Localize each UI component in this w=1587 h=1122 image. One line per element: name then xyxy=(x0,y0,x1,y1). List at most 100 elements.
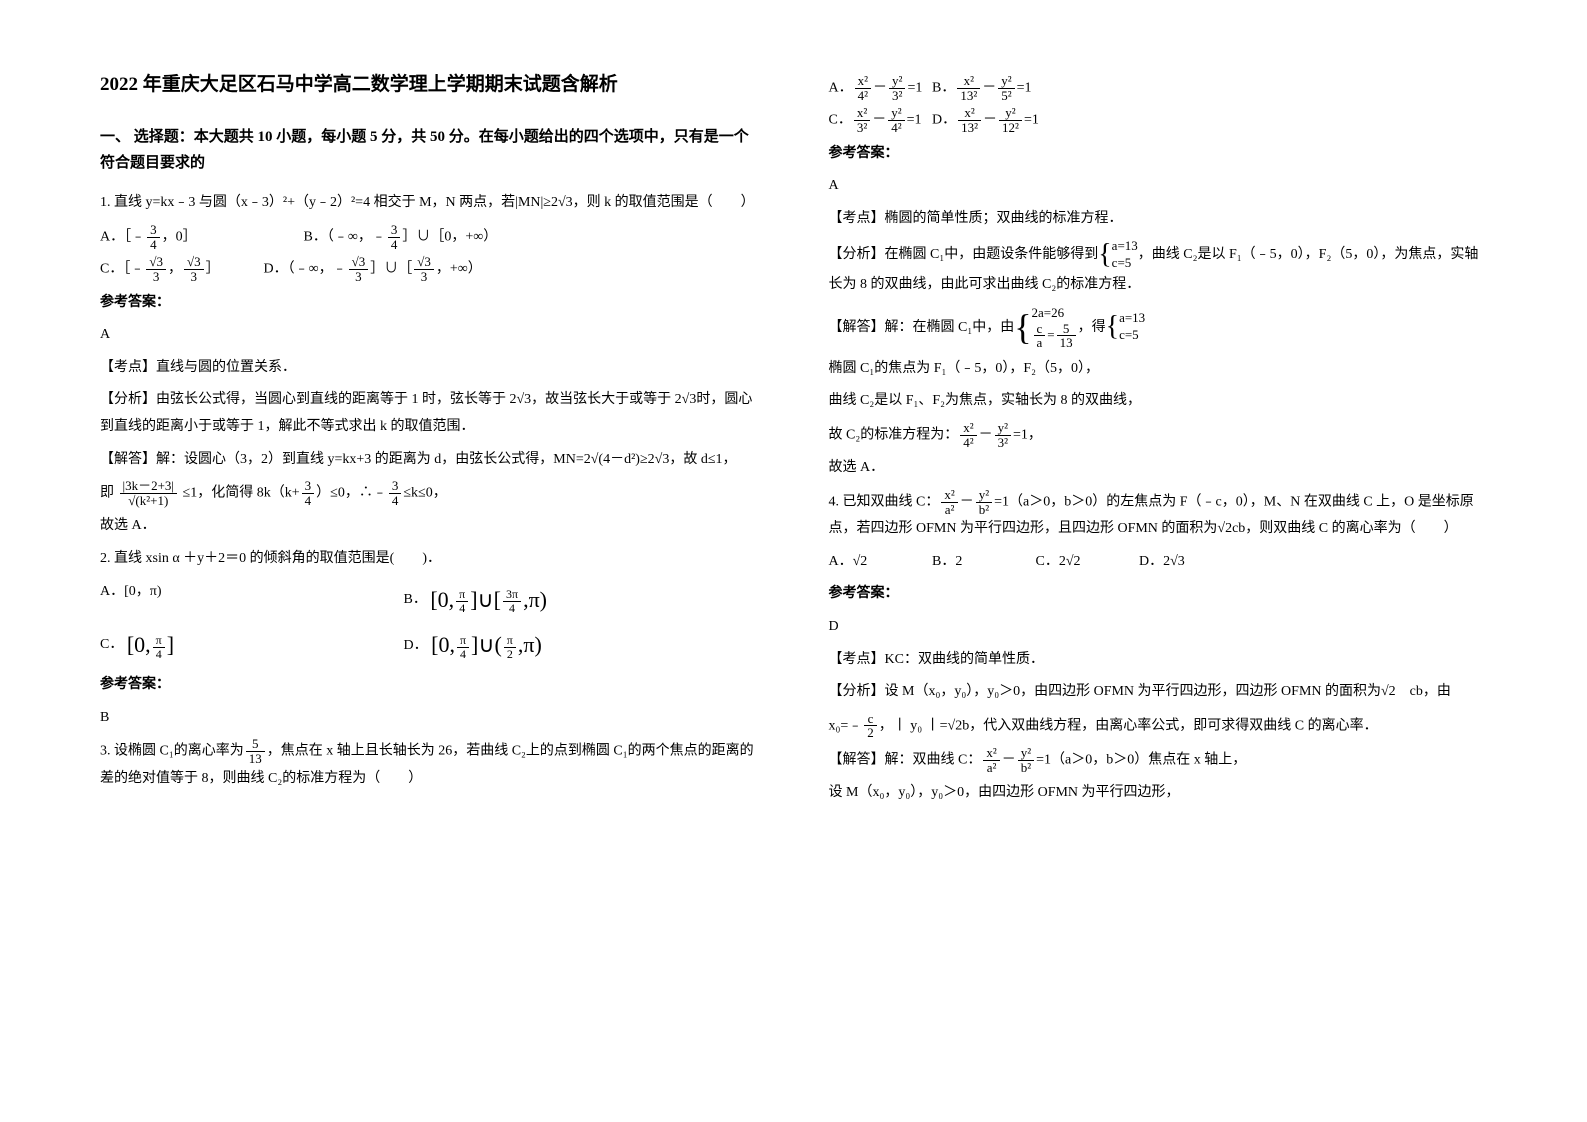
q3-a-n2: y² xyxy=(889,74,905,89)
q1-c-n1: √3 xyxy=(146,255,166,270)
q3-analysis: 【分析】在椭圆 C₁中，由题设条件能够得到{a=13c=5，曲线 C₂是以 F₁… xyxy=(829,238,1488,298)
q3-d-d1: 13² xyxy=(958,121,981,135)
q4-d2: b² xyxy=(976,503,992,517)
q3-c-pre: C． xyxy=(829,113,852,128)
q1-b-num: 3 xyxy=(388,223,401,238)
q3-b-d1: 13² xyxy=(957,89,980,103)
q4-sol2-post: =1（a＞0，b＞0）焦点在 x 轴上， xyxy=(1036,752,1246,767)
q4-solution-2: 【解答】解：双曲线 C：x²a²－y²b²=1（a＞0，b＞0）焦点在 x 轴上… xyxy=(829,746,1488,774)
q3-ana-pre: 【分析】在椭圆 C₁中，由题设条件能够得到 xyxy=(829,247,1099,262)
q1-a-post: ，0］ xyxy=(162,229,197,244)
q3-ana-l1: a=13 xyxy=(1112,238,1138,253)
q4-solution-3: 设 M（x₀，y₀），y₀＞0，由四边形 OFMN 为平行四边形， xyxy=(829,780,1488,807)
q1-a-num: 3 xyxy=(147,223,160,238)
q1-c-d2: 3 xyxy=(184,270,204,284)
q2-stem: 2. 直线 xsin α ＋y＋2＝0 的倾斜角的取值范围是( )． xyxy=(100,546,759,573)
q3-b-d2: 5² xyxy=(998,89,1014,103)
q1-sol2-post: ）≤0，∴﹣ xyxy=(316,485,387,500)
q3-d-d2: 12² xyxy=(999,121,1022,135)
q1-d-pre: D．（﹣∞，﹣ xyxy=(264,262,347,277)
q3-d-n2: y² xyxy=(999,106,1022,121)
q1-b-post: ］∪［0，+∞） xyxy=(402,229,497,244)
q3-d-post: =1 xyxy=(1024,113,1039,128)
q3-c-n2: y² xyxy=(888,106,904,121)
q3-option-c: C．x²3²－y²4²=1 xyxy=(829,106,929,134)
q1-sol2-f2d: 4 xyxy=(302,494,315,508)
q2-option-a: A．[0，π) xyxy=(100,579,400,606)
q1-a-den: 4 xyxy=(147,238,160,252)
q1-kaodian: 【考点】直线与圆的位置关系． xyxy=(100,355,759,382)
q3-d-pre: D． xyxy=(932,113,956,128)
q4-solution-1: x₀=﹣c2，丨 y₀ 丨=√2b，代入双曲线方程，由离心率公式，即可求得双曲线… xyxy=(829,712,1488,740)
q1-c-n2: √3 xyxy=(184,255,204,270)
q2-row1: A．[0，π) B． [0,π4]∪[3π4,π) xyxy=(100,579,759,621)
q3-sol-pre: 【解答】解：在椭圆 C₁中，由 xyxy=(829,320,1015,335)
q1-sol2-f3d: 4 xyxy=(389,494,402,508)
q4-sol2-d1: a² xyxy=(983,761,999,775)
q3-solution-5: 故选 A． xyxy=(829,455,1488,482)
section-1-heading: 一、 选择题：本大题共 10 小题，每小题 5 分，共 50 分。在每小题给出的… xyxy=(100,125,759,176)
q3-d: 13 xyxy=(246,752,265,766)
q3-b-pre: B． xyxy=(932,80,955,95)
q4-sol1-d: 2 xyxy=(864,726,877,740)
q3-n: 5 xyxy=(246,737,265,752)
q3-solution-4: 故 C₂的标准方程为：x²4²－y²3²=1， xyxy=(829,421,1488,449)
q3-c-n1: x² xyxy=(854,106,870,121)
q2-row2: C． [0,π4] D． [0,π4]∪(π2,π) xyxy=(100,624,759,666)
q1-sol2-end: ≤k≤0， xyxy=(403,485,446,500)
q1-sol2-f2n: 3 xyxy=(302,479,315,494)
q3-sol4-pre: 故 C₂的标准方程为： xyxy=(829,427,959,442)
q1-stem: 1. 直线 y=kx﹣3 与圆（x﹣3）²+（y﹣2）²=4 相交于 M，N 两… xyxy=(100,190,759,217)
q4-answer-label: 参考答案： xyxy=(829,581,1488,608)
q3-stem: 3. 设椭圆 C₁的离心率为513，焦点在 x 轴上且长轴长为 26，若曲线 C… xyxy=(100,737,759,792)
q3-a-d1: 4² xyxy=(855,89,871,103)
q3-solution-2: 椭圆 C₁的焦点为 F₁（﹣5，0），F₂（5，0）， xyxy=(829,356,1488,383)
q3-b-n1: x² xyxy=(957,74,980,89)
q1-options-row1: A．［﹣34，0］ B．（﹣∞，﹣34］∪［0，+∞） xyxy=(100,223,759,251)
q2-option-b: B． [0,π4]∪[3π4,π) xyxy=(404,592,548,607)
q4-analysis: 【分析】设 M（x₀，y₀），y₀＞0，由四边形 OFMN 为平行四边形，四边形… xyxy=(829,679,1488,706)
q3-ana-l2: c=5 xyxy=(1112,255,1132,270)
q3-a-post: =1 xyxy=(907,80,922,95)
q1-option-c: C．［﹣√33，√33］ xyxy=(100,255,260,283)
q2-d-interval: [0,π4]∪(π2,π) xyxy=(431,624,542,666)
q1-sol2-mid: ≤1，化简得 8k（k+ xyxy=(183,485,300,500)
q3-option-a: A．x²4²－y²3²=1 xyxy=(829,74,929,102)
q4-sol1-post: ，丨 y₀ 丨=√2b，代入双曲线方程，由离心率公式，即可求得双曲线 C 的离心… xyxy=(879,718,1378,733)
q1-options-row2: C．［﹣√33，√33］ D．（﹣∞，﹣√33］∪［√33，+∞） xyxy=(100,255,759,283)
q3-sol-l2rd: 13 xyxy=(1057,336,1076,350)
q4-pre: 4. 已知双曲线 C： xyxy=(829,494,940,509)
q1-answer-label: 参考答案： xyxy=(100,290,759,317)
q1-stem-text: 1. 直线 y=kx﹣3 与圆（x﹣3）²+（y﹣2）²=4 相交于 M，N 两… xyxy=(100,195,755,210)
page-container: 2022 年重庆大足区石马中学高二数学理上学期期末试题含解析 一、 选择题：本大… xyxy=(0,0,1587,1122)
q4-sol2-n1: x² xyxy=(983,746,999,761)
q3-option-b: B．x²13²－y²5²=1 xyxy=(932,74,1032,102)
q2-option-c: C． [0,π4] xyxy=(100,624,400,666)
q2-answer: B xyxy=(100,705,759,732)
q1-d-mid: ］∪［ xyxy=(370,262,412,277)
q1-c-d1: 3 xyxy=(146,270,166,284)
q2-b-pre: B． xyxy=(404,592,427,607)
q4-sol2-pre: 【解答】解：双曲线 C： xyxy=(829,752,982,767)
q4-option-c: C．2√2 xyxy=(1036,549,1136,576)
q4-sol2-d2: b² xyxy=(1018,761,1034,775)
q3-d-n1: x² xyxy=(958,106,981,121)
q3-sol-l2rn: 5 xyxy=(1057,322,1076,337)
q3-b-post: =1 xyxy=(1017,80,1032,95)
q3-answer-label: 参考答案： xyxy=(829,141,1488,168)
q3-kaodian: 【考点】椭圆的简单性质；双曲线的标准方程． xyxy=(829,206,1488,233)
q1-option-b: B．（﹣∞，﹣34］∪［0，+∞） xyxy=(304,223,498,251)
q1-c-pre: C．［﹣ xyxy=(100,262,144,277)
q4-option-b: B．2 xyxy=(932,549,1032,576)
q3-sol-l2n: c xyxy=(1034,322,1046,337)
q1-sol2-frac-num: |3k－2+3| xyxy=(120,479,178,494)
q2-b-interval: [0,π4]∪[3π4,π) xyxy=(430,579,547,621)
q3-solution-3: 曲线 C₂是以 F₁、F₂为焦点，实轴长为 8 的双曲线， xyxy=(829,388,1488,415)
q3-row2: C．x²3²－y²4²=1 D．x²13²－y²12²=1 xyxy=(829,106,1488,134)
q1-sol2-frac-den: √(k²+1) xyxy=(120,494,178,508)
q2-d-pre: D． xyxy=(404,638,428,653)
q1-d-n2: √3 xyxy=(414,255,434,270)
q1-solution-3: 故选 A． xyxy=(100,513,759,540)
q1-b-pre: B．（﹣∞，﹣ xyxy=(304,229,386,244)
left-column: 2022 年重庆大足区石马中学高二数学理上学期期末试题含解析 一、 选择题：本大… xyxy=(100,70,794,1092)
